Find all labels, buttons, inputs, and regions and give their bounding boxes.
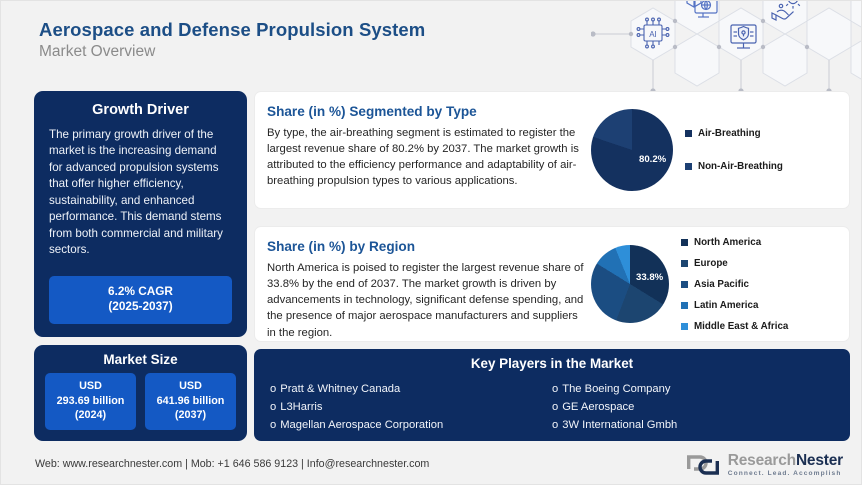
logo-tagline: Connect. Lead. Accomplish: [727, 469, 842, 477]
type-legend: Air-Breathing Non-Air-Breathing: [685, 128, 783, 172]
key-player-item: o Magellan Aerospace Corporation: [270, 416, 552, 434]
key-player-name: Pratt & Whitney Canada: [280, 383, 401, 395]
bullet-icon: o: [270, 401, 277, 414]
type-pie-chart: 80.2%: [591, 109, 673, 191]
legend-label: North America: [694, 236, 762, 248]
key-players-column-left: o Pratt & Whitney Canada o L3Harris o Magel…: [270, 380, 552, 434]
legend-item: Air-Breathing: [685, 128, 783, 139]
growth-driver-card: Growth Driver The primary growth driver …: [34, 91, 247, 337]
legend-swatch-middle-east-africa: [681, 322, 688, 330]
market-size-currency: USD: [179, 380, 202, 392]
shield-security-icon: [730, 24, 757, 49]
market-size-box-2024: USD 293.69 billion (2024): [45, 373, 136, 430]
logo-word-nester: Nester: [795, 452, 843, 469]
market-size-title: Market Size: [103, 352, 178, 367]
share-by-region-panel: Share (in %) by Region North America is …: [254, 226, 850, 342]
key-players-title: Key Players in the Market: [470, 356, 634, 371]
region-pie-chart: 33.8%: [591, 245, 669, 323]
market-size-year: (2037): [174, 409, 207, 422]
legend-swatch-asia-pacific: [681, 280, 688, 288]
key-player-name: Magellan Aerospace Corporation: [280, 419, 444, 432]
legend-item: Latin America: [681, 300, 788, 311]
logo-wordmark: ResearchNester: [728, 453, 843, 469]
market-size-box-2037: USD 641.96 billion (2037): [145, 373, 236, 430]
legend-label: Air-Breathing: [698, 128, 761, 139]
cagr-value: 6.2% CAGR: [108, 283, 173, 298]
legend-label: Middle East & Africa: [694, 320, 789, 332]
footer-contact: Web: www.researchnester.com | Mob: +1 64…: [35, 458, 430, 470]
key-player-item: o Pratt & Whitney Canada: [270, 380, 552, 398]
cube-monitor-icon: [686, 1, 718, 18]
legend-swatch-air-breathing: [685, 130, 692, 137]
legend-swatch-latin-america: [681, 301, 688, 309]
bullet-icon: o: [552, 419, 559, 432]
share-by-region-body: North America is poised to register the …: [267, 262, 584, 339]
key-player-name: The Boeing Company: [562, 383, 671, 395]
share-by-type-body: By type, the air-breathing segment is es…: [267, 127, 579, 188]
legend-item: Middle East & Africa: [681, 321, 788, 332]
bullet-icon: o: [552, 401, 559, 414]
share-by-type-title: Share (in %) Segmented by Type: [267, 104, 477, 119]
bullet-icon: o: [552, 383, 559, 395]
legend-item: Europe: [681, 258, 788, 269]
key-players-card: Key Players in the Market o Pratt & Whitn…: [254, 349, 850, 441]
key-player-name: L3Harris: [280, 401, 323, 414]
legend-label: Latin America: [694, 299, 759, 311]
legend-swatch-non-air-breathing: [685, 163, 692, 170]
key-player-item: o 3W International Gmbh: [552, 416, 834, 434]
legend-item: Non-Air-Breathing: [685, 161, 783, 172]
growth-driver-title: Growth Driver: [92, 102, 189, 118]
bullet-icon: o: [270, 419, 277, 432]
key-player-name: 3W International Gmbh: [562, 419, 678, 432]
hexagon-decoration: AI: [591, 1, 861, 97]
header: Aerospace and Defense Propulsion System …: [39, 19, 425, 61]
key-player-item: o The Boeing Company: [552, 380, 834, 398]
cagr-badge: 6.2% CAGR (2025-2037): [49, 275, 232, 324]
svg-text:AI: AI: [649, 30, 657, 39]
legend-item: Asia Pacific: [681, 279, 788, 290]
growth-driver-body: The primary growth driver of the market …: [49, 128, 223, 257]
key-player-name: GE Aerospace: [562, 401, 635, 414]
logo-mark-icon: [686, 455, 719, 475]
market-size-currency: USD: [79, 380, 102, 392]
logo-word-research: Research: [727, 452, 796, 469]
page-title: Aerospace and Defense Propulsion System: [39, 19, 426, 40]
region-legend: North America Europe Asia Pacific Latin …: [681, 237, 788, 332]
key-player-item: o GE Aerospace: [552, 398, 834, 416]
market-size-year: (2024): [74, 409, 107, 422]
legend-swatch-europe: [681, 259, 688, 267]
legend-swatch-north-america: [681, 238, 688, 246]
cagr-period: (2025-2037): [108, 299, 173, 314]
region-pie-label: 33.8%: [636, 272, 664, 283]
market-size-value: 641.96 billion: [156, 394, 225, 407]
market-size-value: 293.69 billion: [56, 394, 125, 407]
ai-chip-icon: AI: [636, 17, 670, 49]
legend-label: Asia Pacific: [694, 278, 750, 290]
key-players-column-right: o The Boeing Company o GE Aerospace o 3W In…: [552, 380, 834, 434]
market-size-card: Market Size USD 293.69 billion (2024) US…: [34, 345, 247, 441]
bullet-icon: o: [270, 383, 277, 395]
company-logo: ResearchNester Connect. Lead. Accomplish: [685, 453, 843, 477]
share-by-region-title: Share (in %) by Region: [267, 239, 416, 254]
legend-label: Non-Air-Breathing: [698, 161, 783, 172]
page-subtitle: Market Overview: [39, 43, 156, 61]
gear-hand-icon: [771, 1, 801, 21]
legend-label: Europe: [694, 257, 728, 269]
type-pie-label: 80.2%: [639, 154, 667, 165]
legend-item: North America: [681, 237, 788, 248]
key-player-item: o L3Harris: [270, 398, 552, 416]
share-by-type-panel: Share (in %) Segmented by Type By type, …: [254, 91, 850, 209]
